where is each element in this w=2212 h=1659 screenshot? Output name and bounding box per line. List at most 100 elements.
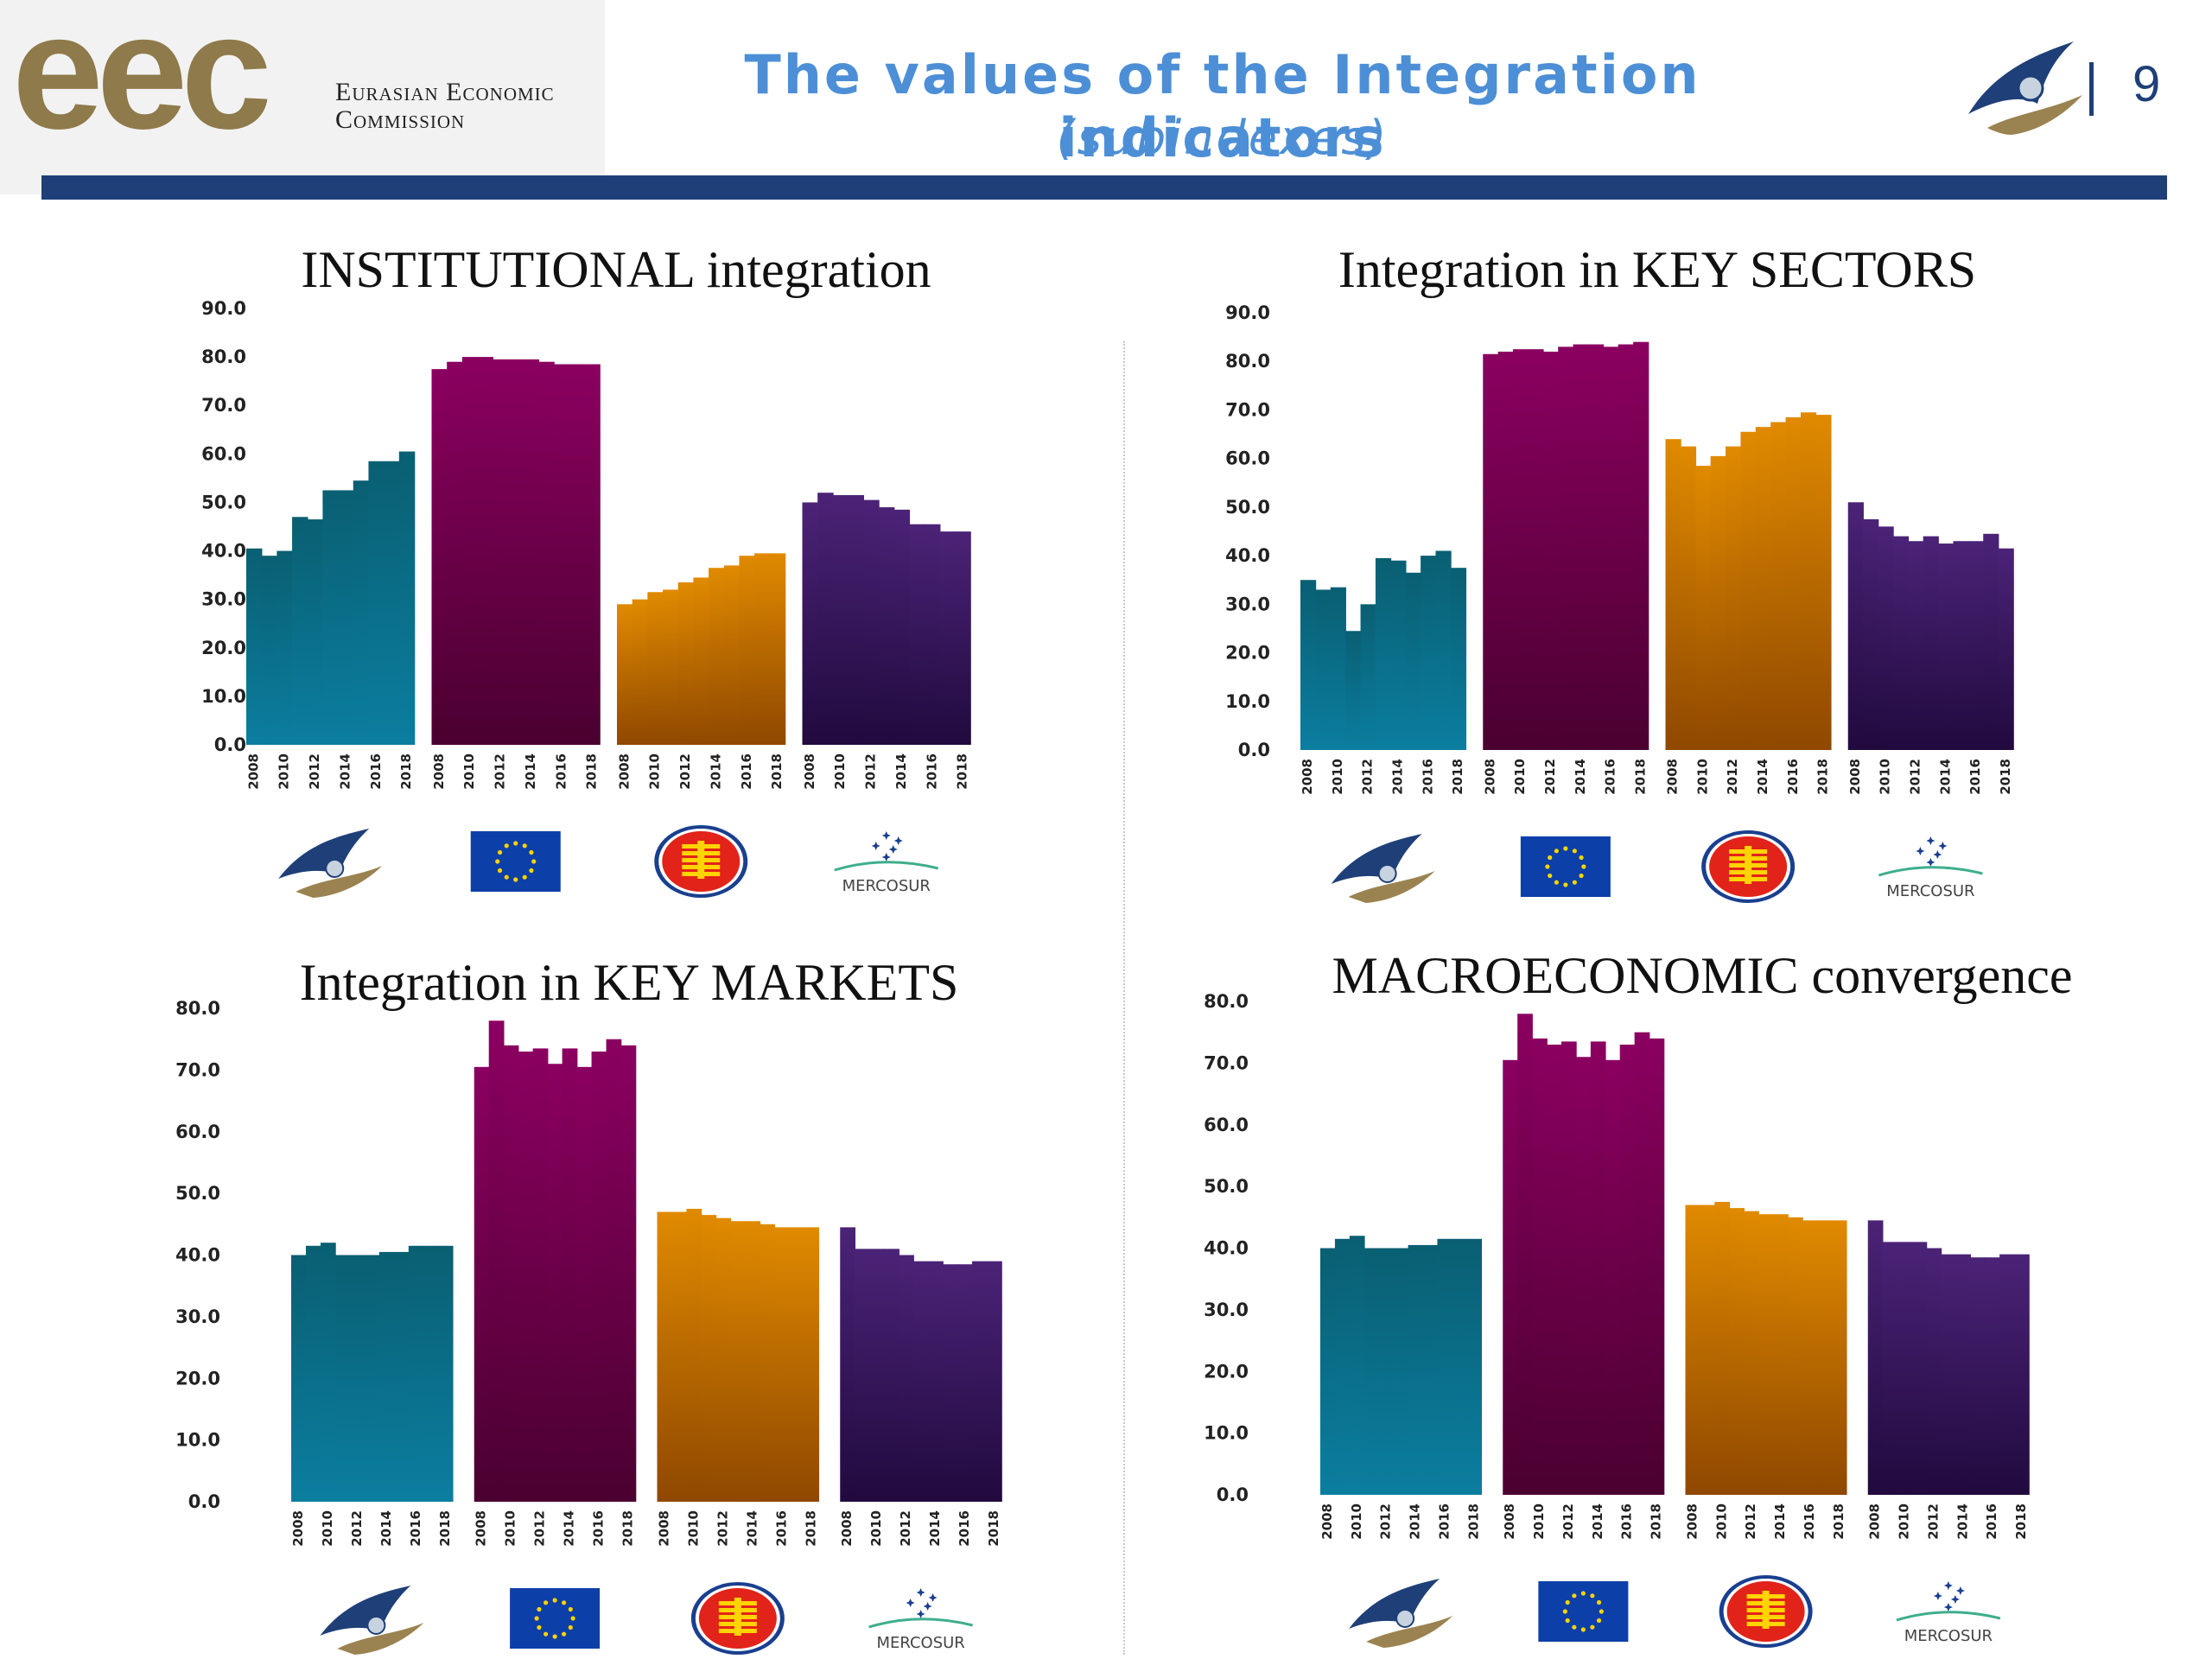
bar <box>1908 541 1924 750</box>
bar <box>1393 1248 1409 1495</box>
bar <box>322 490 339 745</box>
bar <box>987 1261 1002 1502</box>
bar <box>569 364 586 745</box>
x-tick-label: 2012 <box>677 753 693 790</box>
bar <box>1847 502 1864 750</box>
x-tick-label: 2010 <box>1330 759 1345 795</box>
x-tick-label: 2018 <box>1450 759 1465 795</box>
chart-key-sectors: Integration in KEY SECTORS 0.0 10.0 20.0 30.… <box>1225 241 2014 903</box>
series-eaeu <box>246 451 416 745</box>
y-tick-label: 70.0 <box>201 395 246 416</box>
bar <box>307 519 324 745</box>
bar <box>474 1066 490 1502</box>
x-tick-label: 2014 <box>1390 759 1406 795</box>
bar <box>553 364 570 745</box>
x-tick-label: 2014 <box>708 753 723 790</box>
slide-title: The values of the Integration indicators <box>744 43 1701 169</box>
bar <box>532 1048 549 1502</box>
brand-logo: eec Eurasian Economic Commission <box>0 0 605 194</box>
mercosur-label: MERCOSUR <box>876 1634 964 1652</box>
x-tick-label: 2014 <box>1590 1503 1605 1540</box>
series-mercosur <box>840 1227 1002 1502</box>
y-tick-label: 20.0 <box>175 1368 220 1389</box>
x-tick-label: 2018 <box>584 753 600 790</box>
chart-title: Integration in KEY SECTORS <box>1338 241 1976 298</box>
bar <box>1633 341 1649 750</box>
eu-flag-icon <box>510 1588 601 1649</box>
eaeu-emblem-icon <box>1331 834 1435 903</box>
bar <box>1517 1014 1533 1495</box>
bar <box>617 604 633 745</box>
x-tick-label: 2008 <box>245 753 261 790</box>
bar <box>398 451 416 745</box>
x-tick-label: 2016 <box>1603 759 1618 795</box>
x-tick-label: 2010 <box>503 1510 518 1547</box>
x-tick-label: 2010 <box>1531 1503 1547 1540</box>
bar <box>364 1255 380 1502</box>
bar <box>632 599 649 745</box>
bar <box>899 1255 914 1502</box>
x-tick-label: 2014 <box>1573 759 1588 795</box>
x-tick-label: 2018 <box>1831 1503 1847 1540</box>
mercosur-label: MERCOSUR <box>1886 882 1974 900</box>
bar <box>1882 1242 1898 1495</box>
x-tick-label: 2008 <box>616 753 632 790</box>
bar <box>1452 1238 1468 1495</box>
bar <box>1603 346 1619 750</box>
bar <box>368 461 385 745</box>
x-tick-label: 2016 <box>1967 759 1983 795</box>
x-tick-label: 2018 <box>1632 759 1648 795</box>
bar <box>855 1249 871 1502</box>
y-tick-label: 50.0 <box>175 1183 220 1204</box>
y-tick-label: 30.0 <box>1204 1300 1249 1320</box>
bar <box>334 1255 351 1502</box>
series-eu <box>1503 1014 1665 1495</box>
x-tick-label: 2014 <box>927 1510 943 1547</box>
y-tick-label: 20.0 <box>1225 643 1270 664</box>
asean-emblem-icon <box>654 825 748 898</box>
bar <box>1744 1211 1759 1495</box>
x-tick-label: 2010 <box>685 1510 701 1547</box>
y-tick-label: 0.0 <box>1217 1484 1249 1505</box>
mercosur-icon: MERCOSUR <box>868 1588 973 1652</box>
bar <box>1542 351 1559 750</box>
bar <box>730 1221 747 1502</box>
bar <box>246 548 263 745</box>
bar <box>1408 1244 1424 1495</box>
bar <box>1923 536 1939 750</box>
bar <box>1560 1041 1577 1495</box>
bar <box>1967 541 1985 750</box>
x-tick-label: 2018 <box>1649 1503 1664 1540</box>
bar <box>1800 412 1817 750</box>
x-tick-label: 2016 <box>924 753 939 790</box>
bar <box>1714 1201 1731 1495</box>
y-tick-label: 80.0 <box>201 346 246 367</box>
bar <box>1815 415 1832 750</box>
bar <box>393 1251 410 1502</box>
bar <box>754 553 771 745</box>
x-tick-label: 2014 <box>1772 1503 1788 1540</box>
y-tick-label: 10.0 <box>1204 1423 1249 1444</box>
bar <box>349 1255 365 1502</box>
chart-title: Integration in KEY MARKETS <box>300 954 959 1011</box>
bar <box>1788 1217 1803 1495</box>
x-tick-label: 2014 <box>744 1510 760 1547</box>
series-asean <box>657 1208 820 1502</box>
bar <box>1831 1220 1847 1495</box>
bar <box>547 1064 563 1502</box>
bar <box>709 568 725 745</box>
bar <box>1497 351 1514 750</box>
bar <box>1532 1038 1548 1495</box>
bar <box>817 493 834 745</box>
series-eu <box>431 357 601 745</box>
bar <box>493 359 509 745</box>
page-number: 9 <box>2133 56 2161 112</box>
x-tick-label: 2018 <box>1465 1503 1481 1540</box>
asean-emblem-icon <box>1701 830 1796 903</box>
x-tick-label: 2016 <box>773 1510 789 1547</box>
x-tick-label: 2010 <box>1713 1503 1729 1540</box>
x-tick-label: 2008 <box>1847 759 1863 795</box>
bar <box>276 550 293 745</box>
chart-title: MACROECONOMIC convergence <box>1332 947 2072 1004</box>
bar <box>1999 1254 2015 1495</box>
